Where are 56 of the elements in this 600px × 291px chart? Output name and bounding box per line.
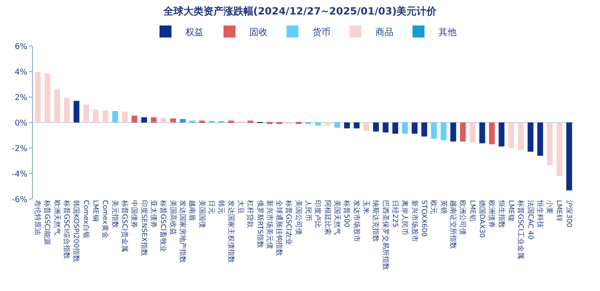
bar <box>122 112 128 122</box>
bar <box>150 117 157 122</box>
bar <box>334 122 340 128</box>
bar <box>440 122 446 140</box>
bar <box>498 122 504 146</box>
bar <box>421 122 428 137</box>
bar <box>373 122 379 132</box>
bar <box>450 122 456 142</box>
bar <box>537 122 544 156</box>
bar <box>402 122 408 134</box>
bar <box>382 122 389 132</box>
bar <box>508 122 514 148</box>
bar <box>392 122 398 134</box>
y-tick-label: 4% <box>14 67 28 76</box>
bar <box>546 122 553 166</box>
bar <box>488 122 495 144</box>
bar <box>74 100 80 122</box>
bar <box>324 122 331 126</box>
bar <box>479 122 486 144</box>
bar <box>431 122 437 139</box>
legend-label: 货币 <box>312 27 330 38</box>
bar <box>566 122 572 190</box>
bar <box>141 117 147 122</box>
chart-title: 全球大类资产涨跌幅(2024/12/27~2025/01/03)美元计价 <box>162 5 438 18</box>
bar <box>83 104 90 122</box>
y-tick-label: 0% <box>14 118 28 128</box>
bar <box>180 119 186 122</box>
bar <box>102 110 108 122</box>
legend-label: 固收 <box>250 27 268 38</box>
bar <box>132 116 138 122</box>
bar <box>315 122 321 126</box>
bar <box>44 73 50 122</box>
bar <box>363 122 370 131</box>
bar <box>460 122 466 142</box>
bar <box>92 110 99 122</box>
bar <box>160 118 166 122</box>
bar <box>470 122 476 142</box>
legend-label: 商品 <box>376 27 394 38</box>
bar <box>354 122 360 128</box>
legend-label: 其他 <box>438 27 456 38</box>
bar <box>54 89 60 122</box>
bar <box>34 72 41 122</box>
bar <box>112 111 118 122</box>
bar <box>518 122 524 150</box>
bar <box>528 122 534 152</box>
bar <box>556 122 562 176</box>
y-tick-label: -2% <box>12 144 28 153</box>
bar <box>412 122 418 134</box>
y-tick-label: 2% <box>14 92 28 102</box>
bar <box>64 98 70 122</box>
legend-label: 权益 <box>184 27 204 38</box>
y-tick-label: -4% <box>12 169 28 178</box>
y-tick-label: 6% <box>14 42 28 51</box>
bar <box>344 122 350 128</box>
bar <box>170 118 176 122</box>
y-tick-label: -6% <box>12 194 28 204</box>
